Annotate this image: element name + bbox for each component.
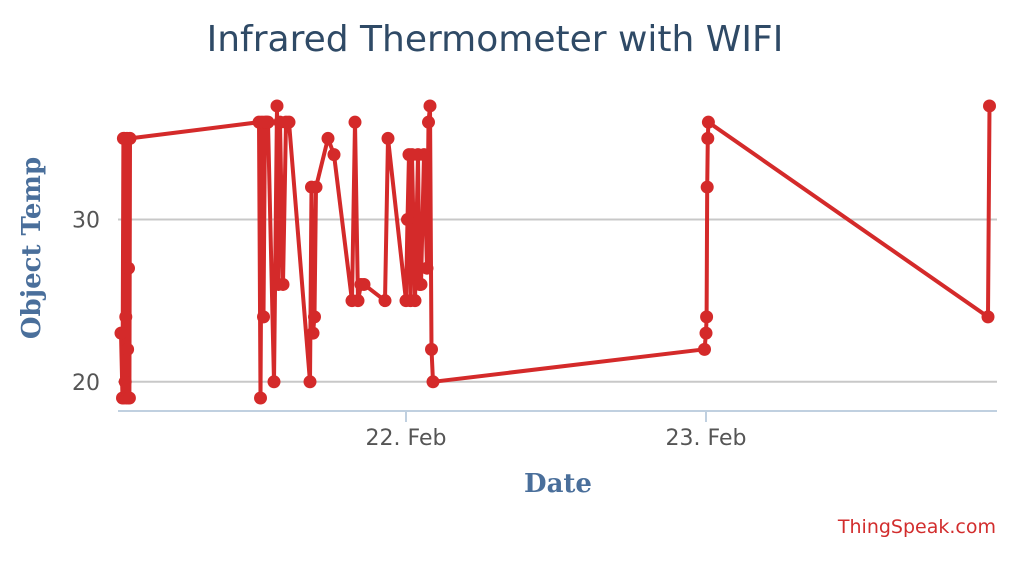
data-point[interactable] [414, 277, 428, 291]
data-point[interactable] [422, 115, 435, 129]
data-point[interactable] [327, 148, 341, 162]
data-point[interactable] [378, 294, 392, 308]
data-point[interactable] [981, 310, 995, 324]
data-point[interactable] [699, 326, 713, 340]
series-layer [114, 99, 996, 405]
data-point[interactable] [276, 277, 290, 291]
data-point[interactable] [118, 375, 132, 389]
data-point[interactable] [408, 294, 422, 308]
data-point[interactable] [698, 342, 711, 356]
chart-title: Infrared Thermometer with WIFI [207, 19, 784, 60]
data-point[interactable] [983, 99, 996, 113]
data-point[interactable] [420, 261, 434, 275]
x-ticks: 22. Feb 23. Feb [366, 411, 747, 451]
data-point[interactable] [114, 326, 128, 340]
series-line-0 [119, 104, 992, 400]
data-point[interactable] [348, 115, 362, 129]
y-axis-title: Object Temp [17, 157, 47, 339]
data-point[interactable] [381, 131, 395, 145]
data-point[interactable] [701, 115, 715, 129]
data-point[interactable] [309, 180, 323, 194]
x-tick-label-1: 23. Feb [666, 426, 747, 451]
data-point[interactable] [357, 277, 371, 291]
y-tick-label-20: 20 [72, 371, 100, 396]
data-point[interactable] [701, 131, 715, 145]
data-point[interactable] [303, 375, 317, 389]
data-point[interactable] [123, 131, 137, 145]
data-point[interactable] [122, 261, 135, 275]
thingspeak-credit-link[interactable]: ThingSpeak.com [837, 516, 996, 538]
data-point[interactable] [257, 310, 270, 324]
x-tick-label-0: 22. Feb [366, 426, 447, 451]
data-point[interactable] [267, 375, 281, 389]
grid-layer [118, 218, 997, 383]
data-point[interactable] [321, 131, 335, 145]
data-point[interactable] [425, 342, 438, 356]
data-point[interactable] [119, 310, 133, 324]
data-point[interactable] [423, 99, 437, 113]
data-point[interactable] [122, 391, 136, 405]
data-point[interactable] [401, 213, 414, 227]
data-point[interactable] [351, 294, 365, 308]
y-tick-label-30: 30 [72, 209, 100, 234]
data-point[interactable] [700, 180, 714, 194]
data-point[interactable] [700, 310, 714, 324]
data-point[interactable] [121, 342, 135, 356]
data-point[interactable] [282, 115, 296, 129]
data-point[interactable] [270, 99, 284, 113]
data-point[interactable] [308, 310, 321, 324]
data-point[interactable] [254, 391, 267, 405]
data-point[interactable] [426, 375, 440, 389]
data-point[interactable] [261, 115, 275, 129]
data-point[interactable] [417, 148, 431, 162]
x-axis-title: Date [524, 469, 592, 499]
data-point[interactable] [306, 326, 320, 340]
